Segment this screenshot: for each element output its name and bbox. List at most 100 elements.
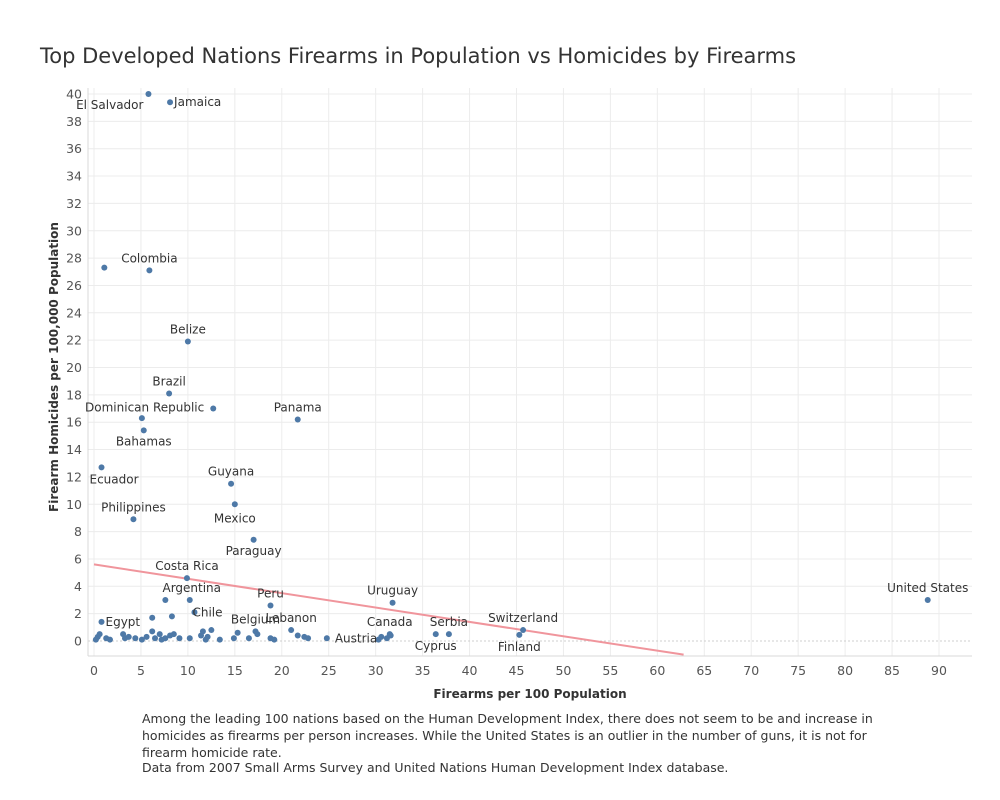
data-point bbox=[387, 632, 394, 639]
point-label: Austria bbox=[335, 631, 377, 645]
point-label: Colombia bbox=[121, 251, 177, 265]
point-label: Costa Rica bbox=[155, 559, 218, 573]
data-point bbox=[184, 338, 191, 345]
point-label: Cyprus bbox=[415, 639, 457, 653]
data-point bbox=[98, 618, 105, 625]
data-point bbox=[162, 635, 169, 642]
data-point bbox=[516, 631, 523, 638]
data-source-note: Data from 2007 Small Arms Survey and Uni… bbox=[142, 760, 729, 775]
data-point bbox=[149, 614, 156, 621]
data-point bbox=[166, 390, 173, 397]
x-tick-label: 85 bbox=[884, 663, 900, 678]
scatter-chart: 0 5 10 15 20 25 30 35 40 45 50 55 60 65 70 75 80 85 900246… bbox=[66, 87, 972, 678]
data-point bbox=[305, 635, 312, 642]
point-label: Brazil bbox=[152, 374, 186, 388]
point-label: Argentina bbox=[162, 581, 221, 595]
y-tick-label: 34 bbox=[66, 169, 82, 184]
data-point bbox=[149, 628, 156, 635]
data-point bbox=[96, 631, 103, 638]
y-tick-label: 24 bbox=[66, 305, 82, 320]
data-point bbox=[208, 627, 215, 634]
data-point bbox=[389, 599, 396, 606]
point-label: Chile bbox=[192, 605, 222, 619]
data-point bbox=[210, 405, 217, 412]
data-point bbox=[294, 416, 301, 423]
data-point bbox=[294, 632, 301, 639]
y-tick-label: 10 bbox=[66, 497, 82, 512]
data-point bbox=[432, 631, 439, 638]
data-point bbox=[230, 635, 237, 642]
point-label: Egypt bbox=[106, 615, 141, 629]
point-label: United States bbox=[887, 581, 968, 595]
y-tick-label: 38 bbox=[66, 114, 82, 129]
data-point bbox=[271, 636, 278, 643]
data-point bbox=[145, 91, 152, 97]
x-tick-label: 60 bbox=[649, 663, 665, 678]
point-label: Bahamas bbox=[116, 434, 172, 448]
y-tick-label: 2 bbox=[74, 606, 82, 621]
data-point bbox=[183, 575, 190, 582]
data-point bbox=[98, 464, 105, 471]
y-tick-label: 14 bbox=[66, 442, 82, 457]
data-point bbox=[132, 635, 139, 642]
y-tick-label: 0 bbox=[74, 634, 82, 649]
x-tick-label: 10 bbox=[180, 663, 196, 678]
y-tick-label: 18 bbox=[66, 387, 82, 402]
data-point bbox=[445, 631, 452, 638]
data-point bbox=[168, 613, 175, 620]
data-point bbox=[234, 629, 241, 636]
x-tick-label: 80 bbox=[837, 663, 853, 678]
point-label: Mexico bbox=[214, 511, 256, 525]
y-tick-label: 16 bbox=[66, 415, 82, 430]
x-tick-label: 0 bbox=[90, 663, 98, 678]
x-tick-label: 55 bbox=[602, 663, 618, 678]
y-tick-label: 32 bbox=[66, 196, 82, 211]
point-label: Panama bbox=[274, 400, 322, 414]
data-point bbox=[199, 628, 206, 635]
data-point bbox=[146, 267, 153, 274]
point-label: Guyana bbox=[208, 465, 254, 479]
point-label: Serbia bbox=[430, 615, 468, 629]
x-tick-label: 90 bbox=[931, 663, 947, 678]
x-axis-label: Firearms per 100 Population bbox=[433, 687, 627, 701]
data-point bbox=[288, 627, 295, 634]
y-tick-label: 4 bbox=[74, 579, 82, 594]
data-point bbox=[130, 516, 137, 523]
data-point bbox=[186, 596, 193, 603]
x-tick-label: 35 bbox=[415, 663, 431, 678]
chart-caption: Among the leading 100 nations based on t… bbox=[142, 711, 873, 760]
y-tick-label: 30 bbox=[66, 223, 82, 238]
y-tick-label: 20 bbox=[66, 360, 82, 375]
x-tick-label: 30 bbox=[368, 663, 384, 678]
data-point bbox=[143, 633, 150, 640]
data-point bbox=[152, 635, 159, 642]
data-point bbox=[204, 633, 211, 640]
x-tick-label: 5 bbox=[137, 663, 145, 678]
x-tick-label: 70 bbox=[743, 663, 759, 678]
data-point bbox=[125, 633, 132, 640]
y-tick-label: 26 bbox=[66, 278, 82, 293]
data-point bbox=[101, 264, 108, 271]
trend-line bbox=[93, 563, 684, 656]
point-label: Peru bbox=[257, 586, 284, 600]
x-tick-label: 25 bbox=[321, 663, 337, 678]
point-label: Belgium bbox=[231, 612, 280, 626]
data-point bbox=[378, 633, 385, 640]
data-point bbox=[138, 636, 145, 643]
data-point bbox=[323, 635, 330, 642]
x-tick-label: 40 bbox=[462, 663, 478, 678]
data-point bbox=[250, 536, 257, 543]
data-point bbox=[228, 480, 235, 487]
point-label: Belize bbox=[170, 323, 206, 337]
data-point bbox=[245, 635, 252, 642]
data-point bbox=[186, 635, 193, 642]
point-label: Lebanon bbox=[265, 611, 316, 625]
y-tick-label: 6 bbox=[74, 551, 82, 566]
data-point bbox=[924, 596, 931, 603]
y-tick-label: 40 bbox=[66, 87, 82, 102]
x-tick-label: 15 bbox=[227, 663, 243, 678]
data-point bbox=[156, 631, 163, 638]
point-label: Jamaica bbox=[173, 95, 221, 109]
x-tick-label: 20 bbox=[274, 663, 290, 678]
y-tick-label: 12 bbox=[66, 469, 82, 484]
